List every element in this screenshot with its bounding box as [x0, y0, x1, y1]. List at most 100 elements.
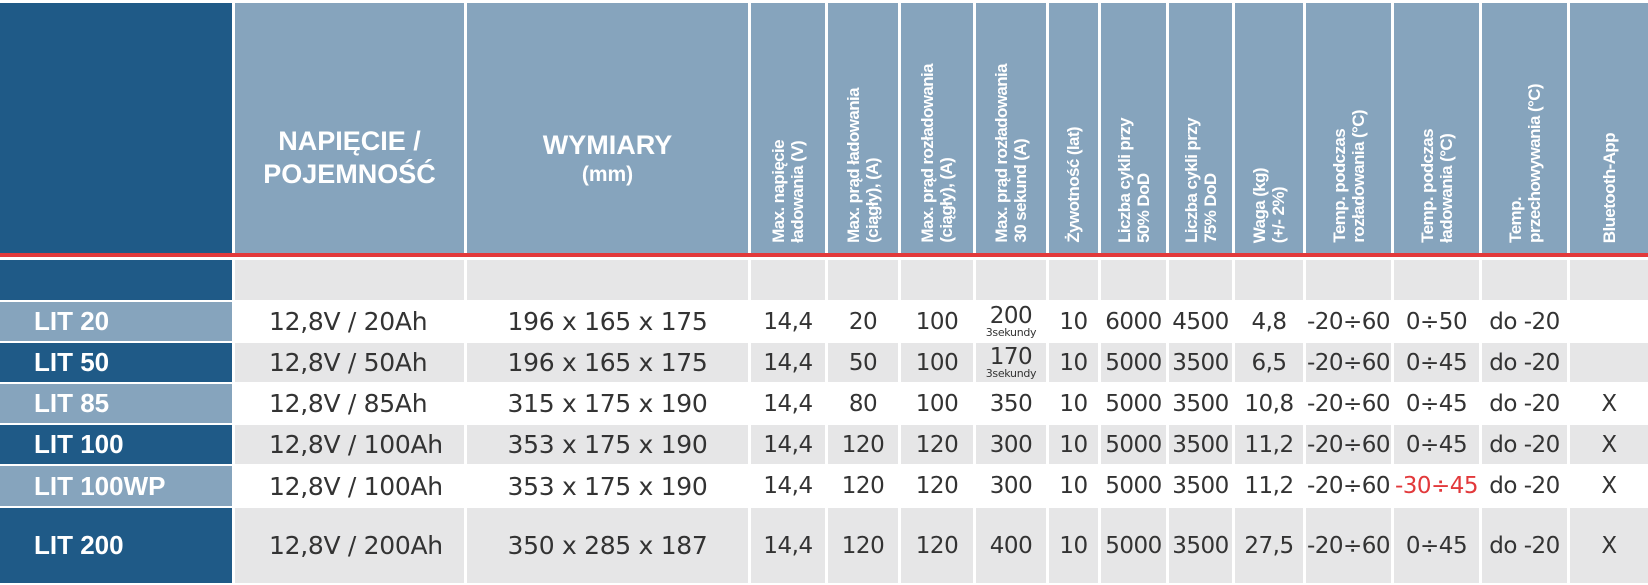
header-dimensions-unit: (mm) — [581, 162, 634, 186]
header-cycles-50: Liczba cykli przy 50% DoD — [1101, 3, 1166, 253]
cell-dis-a: 100 — [901, 343, 973, 382]
cell-life: 10 — [1049, 466, 1098, 506]
cell-dis-30s: 200 3sekundy — [976, 302, 1046, 341]
cell-dims: 353 x 175 x 190 — [467, 466, 748, 506]
header-weight-label: Waga (kg) (+/- 2%) — [1250, 167, 1288, 243]
cell-voltage: 12,8V / 100Ah — [235, 425, 464, 464]
cell-c50: 5000 — [1101, 384, 1166, 423]
cell-voltage: 12,8V / 50Ah — [235, 343, 464, 382]
header-temp-discharge: Temp. podczas rozładowania (°C) — [1306, 3, 1391, 253]
cell-stack: 170 3sekundy — [985, 346, 1037, 380]
spacer-cell — [1101, 260, 1166, 300]
cell-bt: X — [1570, 466, 1648, 506]
cell-bt — [1570, 343, 1648, 382]
cell-t-store: do -20 — [1482, 508, 1567, 583]
cell-stack: 200 3sekundy — [986, 303, 1037, 339]
cell-chg-a: 80 — [828, 384, 898, 423]
cell-c75: 3500 — [1169, 343, 1232, 382]
cell-dis-30s: 300 — [976, 425, 1046, 464]
row-product-name: LIT 20 — [0, 302, 232, 341]
cell-dis-a: 100 — [901, 384, 973, 423]
header-bluetooth: Bluetooth-App — [1570, 3, 1648, 253]
cell-t-chg: 0÷45 — [1394, 384, 1479, 423]
cell-dims: 196 x 165 x 175 — [467, 302, 748, 341]
cell-dims: 196 x 165 x 175 — [467, 343, 748, 382]
header-temp-storage-label: Temp. przechowywania (°C) — [1505, 84, 1544, 243]
cell-bt: X — [1570, 508, 1648, 583]
cell-max-v: 14,4 — [751, 302, 825, 341]
cell-t-chg: 0÷45 — [1394, 425, 1479, 464]
header-divider — [0, 253, 1648, 257]
cell-t-dis: -20÷60 — [1306, 343, 1391, 382]
cell-bt — [1570, 302, 1648, 341]
cell-weight: 11,2 — [1235, 425, 1303, 464]
header-voltage-capacity: NAPIĘCIE / POJEMNOŚĆ — [235, 3, 464, 253]
cell-chg-a: 50 — [828, 343, 898, 382]
cell-c50: 6000 — [1101, 302, 1166, 341]
spacer-cell — [828, 260, 898, 300]
cell-max-v: 14,4 — [751, 384, 825, 423]
spacer-cell — [751, 260, 825, 300]
cell-chg-a: 20 — [828, 302, 898, 341]
spacer-cell — [1394, 260, 1479, 300]
spacer-cell — [467, 260, 748, 300]
cell-t-store: do -20 — [1482, 302, 1567, 341]
cell-c75: 3500 — [1169, 384, 1232, 423]
cell-c50: 5000 — [1101, 466, 1166, 506]
spacer-cell — [1049, 260, 1098, 300]
cell-max-v: 14,4 — [751, 508, 825, 583]
cell-max-v: 14,4 — [751, 343, 825, 382]
cell-dis-30s: 350 — [976, 384, 1046, 423]
cell-life: 10 — [1049, 425, 1098, 464]
cell-life: 10 — [1049, 302, 1098, 341]
spacer-cell — [235, 260, 464, 300]
cell-dims: 315 x 175 x 190 — [467, 384, 748, 423]
cell-voltage: 12,8V / 20Ah — [235, 302, 464, 341]
header-max-charge-voltage-label: Max. napięcie ładowania (V) — [769, 140, 807, 243]
cell-dis-a: 120 — [901, 425, 973, 464]
cell-t-store: do -20 — [1482, 425, 1567, 464]
cell-max-v: 14,4 — [751, 466, 825, 506]
header-temp-discharge-label: Temp. podczas rozładowania (°C) — [1329, 110, 1368, 243]
header-cycles-50-label: Liczba cykli przy 50% DoD — [1114, 118, 1153, 243]
cell-t-chg: 0÷45 — [1394, 343, 1479, 382]
cell-note: 3sekundy — [985, 367, 1037, 380]
cell-c75: 3500 — [1169, 466, 1232, 506]
cell-weight: 11,2 — [1235, 466, 1303, 506]
cell-t-dis: -20÷60 — [1306, 425, 1391, 464]
header-lifetime: Żywotność (lat) — [1049, 3, 1098, 253]
header-dimensions: WYMIARY (mm) — [467, 3, 748, 253]
cell-life: 10 — [1049, 384, 1098, 423]
cell-t-dis: -20÷60 — [1306, 302, 1391, 341]
cell-c75: 3500 — [1169, 508, 1232, 583]
cell-dis-a: 100 — [901, 302, 973, 341]
header-bluetooth-label: Bluetooth-App — [1599, 132, 1619, 243]
spacer-cell — [0, 260, 232, 300]
header-dimensions-label: WYMIARY — [542, 129, 673, 160]
header-weight: Waga (kg) (+/- 2%) — [1235, 3, 1303, 253]
header-cycles-75: Liczba cykli przy 75% DoD — [1169, 3, 1232, 253]
header-max-charge-current-label: Max. prąd ładowania (ciągły), (A) — [844, 88, 882, 243]
cell-value: 200 — [989, 303, 1033, 329]
spacer-cell — [1570, 260, 1648, 300]
row-product-name: LIT 100 — [0, 425, 232, 464]
header-max-discharge-30s: Max. prąd rozładowania 30 sekund (A) — [976, 3, 1046, 253]
header-corner — [0, 3, 232, 253]
cell-weight: 10,8 — [1235, 384, 1303, 423]
header-temp-storage: Temp. przechowywania (°C) — [1482, 3, 1567, 253]
spacer-cell — [976, 260, 1046, 300]
header-max-charge-voltage: Max. napięcie ładowania (V) — [751, 3, 825, 253]
cell-c75: 4500 — [1169, 302, 1232, 341]
cell-t-chg: 0÷45 — [1394, 508, 1479, 583]
cell-bt: X — [1570, 425, 1648, 464]
cell-dis-a: 120 — [901, 508, 973, 583]
cell-voltage: 12,8V / 85Ah — [235, 384, 464, 423]
cell-dis-30s: 170 3sekundy — [976, 343, 1046, 382]
cell-t-store: do -20 — [1482, 384, 1567, 423]
cell-chg-a: 120 — [828, 508, 898, 583]
cell-c75: 3500 — [1169, 425, 1232, 464]
cell-c50: 5000 — [1101, 343, 1166, 382]
cell-life: 10 — [1049, 343, 1098, 382]
cell-bt: X — [1570, 384, 1648, 423]
cell-weight: 6,5 — [1235, 343, 1303, 382]
